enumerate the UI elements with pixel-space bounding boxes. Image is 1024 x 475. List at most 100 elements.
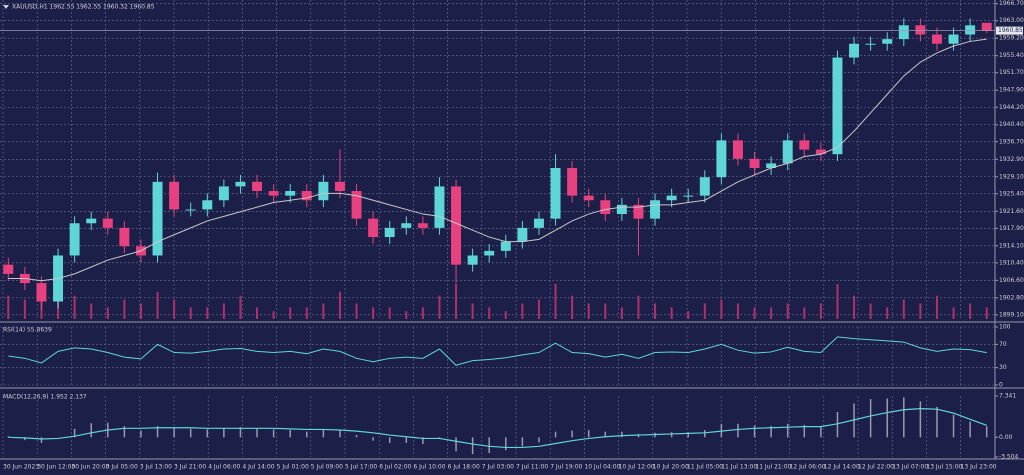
- x-tick-label: 30 Jun 2023: [3, 464, 39, 471]
- volume-bar: [985, 307, 988, 319]
- x-tick-label: 11 Jul 13:00: [721, 464, 757, 471]
- y-tick-label: 1955.40: [999, 52, 1024, 59]
- y-tick-label: 1902.80: [999, 294, 1024, 301]
- price-box: [996, 26, 1023, 35]
- candle-body: [666, 195, 677, 201]
- candle-body: [517, 227, 528, 242]
- volume-bar: [173, 299, 176, 319]
- x-tick-label: 6 Jul 02:00: [379, 464, 411, 471]
- candle-body: [86, 218, 97, 224]
- candle-body: [169, 181, 180, 210]
- volume-bar: [736, 303, 739, 319]
- volume-bar: [421, 307, 424, 319]
- volume-bar: [289, 307, 292, 319]
- volume-bar: [488, 307, 491, 319]
- candle-body: [285, 191, 296, 196]
- candle-body: [500, 241, 511, 251]
- volume-bar: [23, 299, 26, 319]
- x-tick-label: 5 Jul 01:00: [277, 464, 309, 471]
- y-tick-label: 100: [999, 324, 1011, 331]
- candle-body: [732, 140, 743, 159]
- volume-bar: [189, 307, 192, 319]
- x-tick-label: 5 Jul 09:00: [311, 464, 343, 471]
- candle-body: [832, 57, 843, 155]
- volume-bar: [388, 307, 391, 319]
- candle-body: [451, 186, 462, 265]
- y-tick-label: 1899.10: [999, 311, 1024, 318]
- candle-body: [434, 186, 445, 228]
- volume-bar: [687, 311, 690, 319]
- volume-bar: [587, 303, 590, 319]
- volume-bar: [869, 303, 872, 319]
- y-tick-label: 0: [999, 382, 1003, 389]
- candle-body: [218, 186, 229, 201]
- y-tick-label: 70: [999, 341, 1007, 348]
- y-tick-label: 1932.90: [999, 156, 1024, 163]
- volume-bar: [355, 303, 358, 319]
- menu-arrow[interactable]: [3, 5, 9, 9]
- candle-body: [616, 204, 627, 215]
- candle-body: [865, 43, 876, 45]
- volume-bar: [637, 295, 640, 319]
- candle-body: [36, 283, 47, 302]
- candle-body: [782, 140, 793, 164]
- x-tick-label: 3 Jul 05:00: [106, 464, 138, 471]
- volume-bar: [139, 303, 142, 319]
- volume-bar: [935, 295, 938, 319]
- x-tick-label: 4 Jul 06:00: [208, 464, 240, 471]
- y-tick-label: 1921.60: [999, 208, 1024, 215]
- y-tick-label: 0.00: [999, 434, 1013, 441]
- y-tick-label: 30: [999, 364, 1007, 371]
- volume-bar: [537, 299, 540, 319]
- y-tick-label: 7.341: [999, 393, 1016, 400]
- candle-body: [401, 223, 412, 228]
- volume-bar: [338, 291, 341, 319]
- candle-body: [931, 34, 942, 44]
- candle-body: [417, 223, 428, 228]
- candle-body: [550, 168, 561, 219]
- x-tick-label: 10 Jul 20:00: [653, 464, 689, 471]
- volume-bar: [803, 307, 806, 319]
- candle-body: [318, 181, 329, 201]
- volume-bar: [670, 307, 673, 319]
- volume-bar: [239, 295, 242, 319]
- candle-body: [633, 204, 644, 219]
- candle-body: [799, 140, 810, 150]
- candle-body: [384, 227, 395, 238]
- volume-bar: [438, 295, 441, 319]
- candle-body: [102, 218, 113, 228]
- volume-bar: [106, 307, 109, 319]
- y-tick-label: 1906.60: [999, 277, 1024, 284]
- volume-bar: [753, 307, 756, 319]
- x-tick-label: 11 Jul 21:00: [755, 464, 791, 471]
- volume-bar: [620, 307, 623, 319]
- x-tick-label: 30 Jun 12:00: [37, 464, 75, 471]
- y-tick-label: 1910.40: [999, 259, 1024, 266]
- volume-bar: [952, 307, 955, 319]
- y-tick-label: 1936.70: [999, 138, 1024, 145]
- x-tick-label: 10 Jul 04:00: [584, 464, 620, 471]
- y-tick-label: 1951.70: [999, 69, 1024, 76]
- candle-body: [915, 25, 926, 35]
- candle-body: [69, 223, 80, 256]
- volume-bar: [654, 303, 657, 319]
- volume-bar: [604, 303, 607, 319]
- y-tick-label: 1963.00: [999, 17, 1024, 24]
- candle-body: [152, 181, 163, 256]
- candle-body: [749, 158, 760, 169]
- candle-body: [948, 34, 959, 44]
- y-tick-label: 1925.40: [999, 190, 1024, 197]
- x-tick-label: 12 Jul 14:00: [824, 464, 860, 471]
- volume-bar: [7, 295, 10, 319]
- x-tick-label: 4 Jul 14:00: [242, 464, 274, 471]
- rsi-line: [8, 336, 987, 366]
- macd-title: MACD(12,26,9) 1.952 2.137: [3, 394, 87, 401]
- y-tick-label: 1940.40: [999, 121, 1024, 128]
- volume-bar: [455, 284, 458, 319]
- volume-bar: [322, 303, 325, 319]
- candle-body: [119, 227, 130, 247]
- x-tick-label: 13 Jul 15:00: [926, 464, 962, 471]
- volume-bar: [222, 303, 225, 319]
